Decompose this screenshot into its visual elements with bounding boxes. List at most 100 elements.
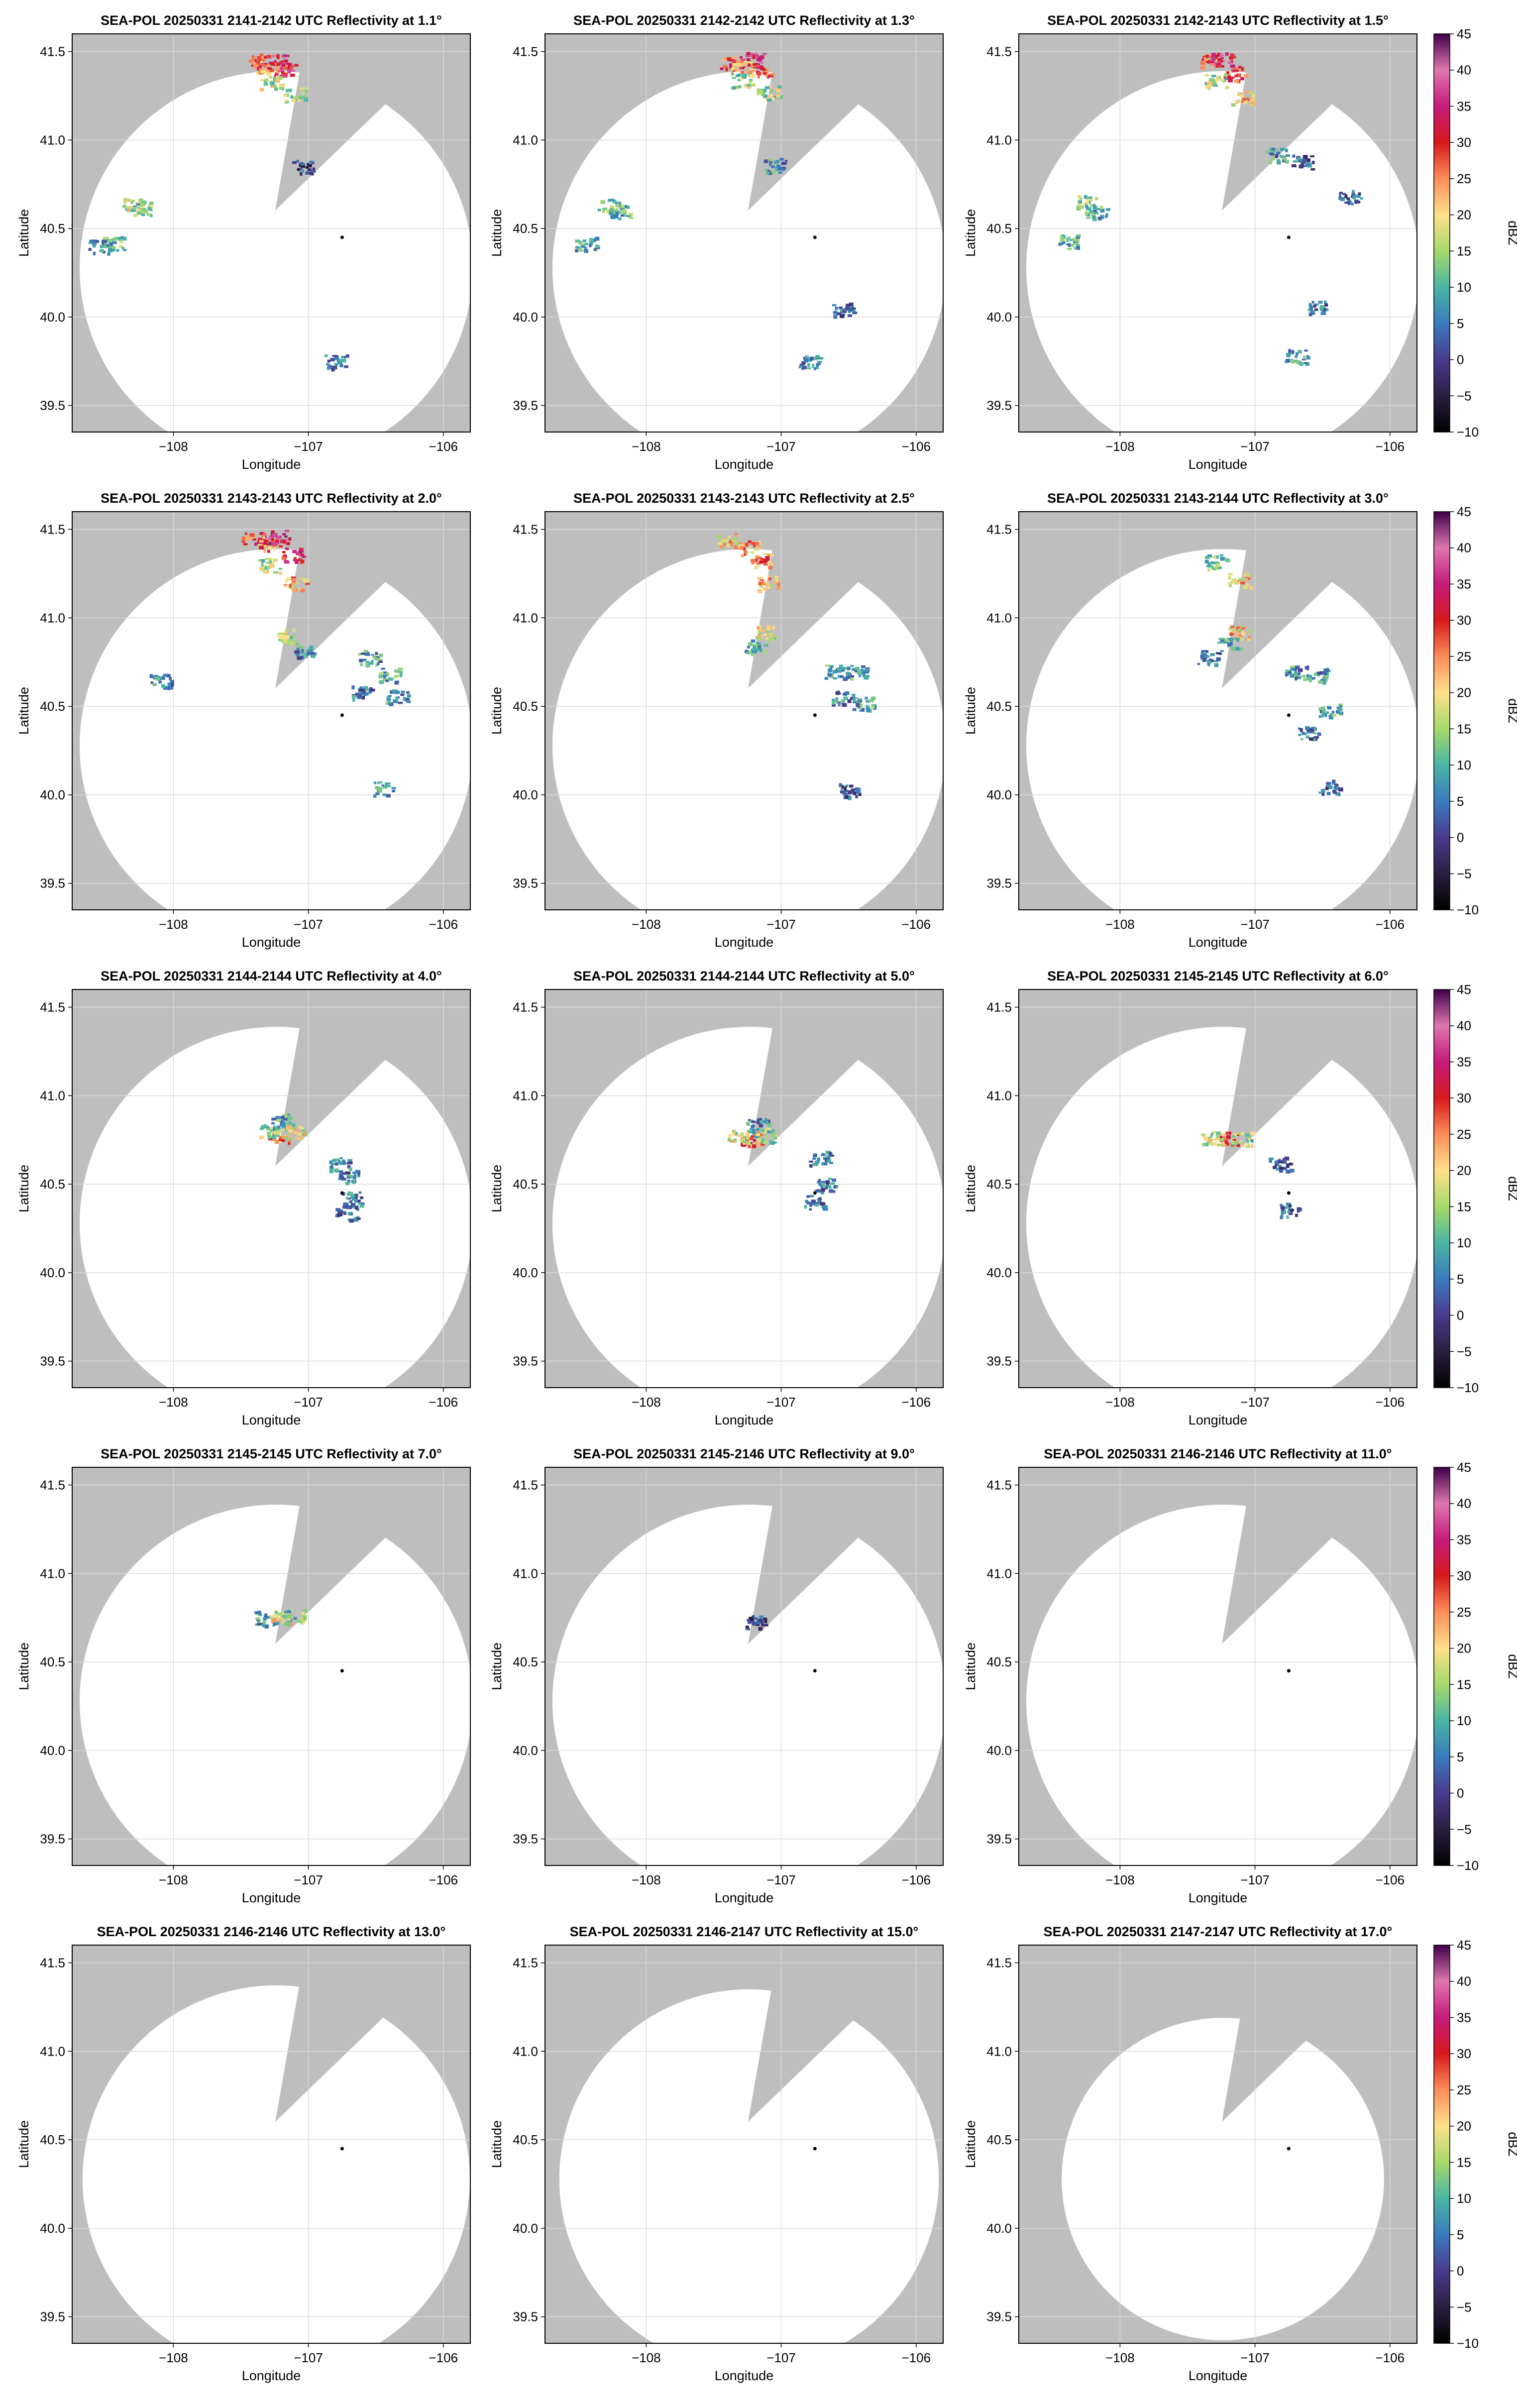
echo-pixel [840, 790, 845, 794]
echo-pixel [266, 55, 271, 58]
echo-pixel [407, 694, 411, 698]
echo-pixel [751, 70, 755, 72]
echo-pixel [339, 1157, 343, 1159]
echo-pixel [775, 94, 780, 98]
echo-pixel [1288, 1204, 1292, 1207]
x-tick-label: −106 [429, 1395, 458, 1410]
echo-pixel [1310, 310, 1315, 314]
echo-pixel [295, 99, 298, 101]
panel-title: SEA-POL 20250331 2147-2147 UTC Reflectiv… [1044, 1924, 1393, 1939]
echo-pixel [747, 1619, 752, 1622]
x-tick-label: −107 [766, 2350, 796, 2365]
echo-pixel [1311, 738, 1316, 742]
echo-pixel [282, 1128, 287, 1131]
echo-pixel [861, 669, 866, 673]
echo-pixel [615, 212, 619, 216]
echo-pixel [391, 787, 396, 790]
echo-pixel [1276, 151, 1281, 154]
echo-pixel [865, 668, 870, 673]
echo-pixel [1287, 1206, 1292, 1209]
echo-pixel [1245, 1143, 1249, 1147]
echo-pixel [816, 365, 819, 369]
echo-pixel [300, 553, 304, 556]
echo-pixel [817, 1181, 821, 1184]
echo-pixel [1295, 355, 1298, 358]
echo-pixel [734, 1132, 738, 1136]
echo-pixel [752, 649, 755, 653]
echo-pixel [281, 639, 285, 643]
echo-pixel [399, 670, 403, 674]
echo-pixel [111, 245, 116, 250]
echo-pixel [292, 96, 297, 100]
echo-pixel [1322, 308, 1326, 312]
echo-pixel [1317, 732, 1321, 736]
echo-pixel [768, 577, 771, 581]
echo-pixel [778, 171, 782, 174]
echo-pixel [809, 1208, 812, 1211]
echo-pixel [743, 73, 748, 77]
echo-pixel [271, 1621, 275, 1624]
echo-pixel [1224, 73, 1227, 76]
echo-pixel [339, 359, 344, 362]
panel-title: SEA-POL 20250331 2145-2146 UTC Reflectiv… [573, 1446, 915, 1461]
echo-pixel [757, 636, 762, 640]
echo-pixel [841, 788, 846, 791]
echo-pixel [281, 60, 285, 63]
echo-pixel [832, 670, 837, 674]
echo-pixel [751, 639, 756, 643]
echo-pixel [395, 690, 400, 694]
echo-pixel [266, 561, 269, 564]
echo-pixel [846, 304, 850, 307]
x-tick-label: −107 [1240, 1872, 1270, 1887]
echo-pixel [1212, 1142, 1217, 1146]
echo-pixel [1282, 1158, 1286, 1161]
echo-pixel [745, 1626, 749, 1630]
echo-pixel [1310, 168, 1315, 171]
echo-pixel [1300, 163, 1304, 168]
echo-pixel [360, 1202, 365, 1206]
echo-pixel [161, 677, 165, 680]
echo-pixel [88, 241, 92, 244]
echo-pixel [578, 249, 584, 252]
echo-pixel [279, 536, 282, 539]
echo-pixel [1251, 93, 1255, 96]
echo-cell [757, 85, 783, 102]
echo-pixel [761, 1619, 765, 1622]
echo-pixel [304, 94, 308, 98]
colorbar-tick-label: 5 [1457, 2227, 1464, 2242]
echo-pixel [125, 198, 129, 201]
panel-title: SEA-POL 20250331 2141-2142 UTC Reflectiv… [101, 13, 442, 28]
echo-pixel [1276, 160, 1281, 165]
echo-pixel [1086, 196, 1089, 201]
echo-pixel [1311, 677, 1316, 680]
echo-pixel [833, 699, 839, 703]
echo-pixel [345, 1197, 349, 1199]
colorbar-tick-label: 5 [1457, 1272, 1464, 1287]
echo-pixel [1281, 1207, 1285, 1211]
echo-pixel [1275, 1162, 1279, 1166]
echo-pixel [610, 216, 616, 219]
echo-pixel [764, 1118, 767, 1122]
echo-pixel [759, 1120, 764, 1123]
echo-pixel [815, 1160, 819, 1163]
echo-pixel [108, 246, 112, 250]
echo-pixel [1286, 1163, 1291, 1166]
echo-pixel [346, 1171, 351, 1175]
echo-cell [832, 302, 858, 319]
colorbar-tick-label: 35 [1457, 99, 1471, 113]
echo-pixel [271, 542, 275, 546]
echo-pixel [770, 89, 773, 93]
echo-pixel [295, 1136, 298, 1139]
echo-pixel [266, 1125, 269, 1128]
echo-pixel [1236, 647, 1240, 651]
echo-pixel [764, 1129, 768, 1133]
echo-pixel [821, 1181, 826, 1184]
echo-pixel [1248, 92, 1252, 94]
echo-pixel [1210, 1134, 1213, 1138]
echo-cell [1285, 665, 1309, 681]
y-tick-label: 41.5 [513, 1956, 538, 1970]
echo-pixel [1084, 213, 1088, 216]
colorbar-tick-label: 15 [1457, 1199, 1471, 1214]
echo-pixel [275, 72, 279, 75]
echo-pixel [361, 695, 365, 700]
